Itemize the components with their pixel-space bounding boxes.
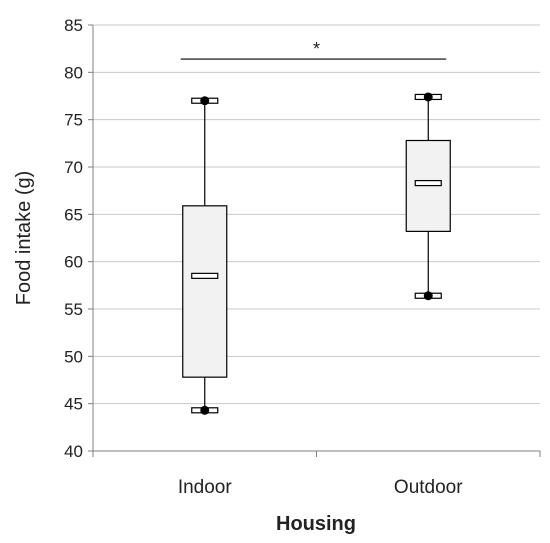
median-marker bbox=[414, 179, 442, 187]
significance-annotation: * bbox=[180, 39, 447, 60]
median-marker bbox=[191, 272, 219, 279]
y-tick-label: 70 bbox=[64, 158, 83, 177]
axes bbox=[88, 24, 541, 457]
y-tick-label: 75 bbox=[64, 111, 83, 130]
significance-label: * bbox=[313, 39, 320, 59]
max-point bbox=[423, 92, 433, 102]
x-category-label: Indoor bbox=[178, 477, 233, 498]
max-point bbox=[200, 96, 210, 106]
box-indoor bbox=[182, 96, 228, 415]
iqr-box bbox=[182, 205, 228, 378]
y-axis-label: Food intake (g) bbox=[13, 171, 35, 306]
box-series bbox=[182, 92, 451, 415]
x-axis-label: Housing bbox=[276, 513, 356, 535]
y-tick-label: 80 bbox=[64, 63, 83, 82]
y-tick-label: 85 bbox=[64, 16, 83, 35]
gridlines bbox=[93, 24, 540, 405]
y-tick-label: 40 bbox=[64, 442, 83, 461]
y-tick-label: 50 bbox=[64, 347, 83, 366]
min-point bbox=[200, 405, 210, 415]
y-tick-label: 60 bbox=[64, 253, 83, 272]
y-tick-label: 55 bbox=[64, 300, 83, 319]
min-point bbox=[423, 291, 433, 301]
x-category-label: Outdoor bbox=[394, 477, 463, 498]
y-tick-label: 45 bbox=[64, 395, 83, 414]
box-outdoor bbox=[405, 92, 451, 301]
y-axis-ticks: 40 45 50 55 60 65 70 75 80 85 bbox=[64, 16, 83, 461]
x-axis-categories: Indoor Outdoor bbox=[178, 477, 463, 498]
y-tick-label: 65 bbox=[64, 205, 83, 224]
